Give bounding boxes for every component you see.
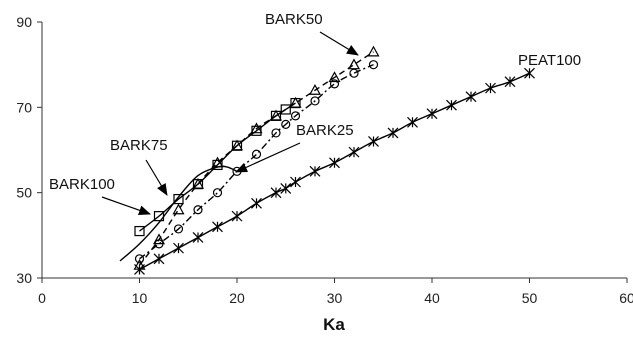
data-point-bark25 — [349, 68, 359, 78]
x-tick-label: 10 — [132, 290, 148, 306]
data-point-peat100 — [270, 187, 282, 199]
series-line-bark25 — [139, 64, 374, 260]
series-bark75 — [119, 165, 238, 262]
annotation-layer: BARK50 PEAT100 BARK25 BARK75 BARK100 — [49, 11, 581, 216]
y-tick-label: 50 — [16, 185, 32, 201]
data-point-bark25 — [329, 79, 340, 89]
series-label-bark75: BARK75 — [110, 137, 168, 154]
series-label-bark25: BARK25 — [296, 122, 354, 139]
data-point-peat100 — [212, 221, 223, 233]
data-point-bark100 — [212, 159, 223, 171]
data-point-peat100 — [329, 157, 340, 169]
data-point-bark50 — [308, 84, 322, 95]
x-tick-label: 30 — [327, 290, 343, 306]
data-point-bark25 — [212, 188, 223, 198]
data-point-bark100 — [290, 97, 301, 109]
series-label-peat100: PEAT100 — [518, 52, 581, 69]
data-point-peat100 — [407, 116, 418, 128]
data-point-peat100 — [173, 242, 184, 254]
series-label-bark100: BARK100 — [49, 176, 115, 193]
series-bark100 — [134, 97, 301, 237]
x-tick-label: 20 — [229, 290, 245, 306]
series-line-bark50 — [138, 51, 374, 266]
data-point-bark50 — [347, 58, 361, 70]
x-tick-label: 0 — [38, 290, 46, 306]
y-tick-label: 90 — [16, 14, 32, 30]
data-point-bark50 — [152, 233, 166, 245]
data-point-bark50 — [133, 258, 146, 270]
data-point-peat100 — [368, 136, 379, 147]
annotation-arrow-bark100 — [101, 196, 151, 216]
data-point-bark25 — [251, 149, 262, 159]
annotation-arrow-bark50 — [319, 31, 359, 56]
data-point-bark25 — [368, 60, 379, 70]
data-point-peat100 — [251, 197, 262, 209]
data-point-bark100 — [153, 211, 165, 222]
x-axis-label: Ka — [323, 315, 345, 334]
data-point-bark100 — [280, 104, 291, 115]
x-tick-label: 50 — [522, 290, 538, 306]
data-point-peat100 — [348, 146, 360, 158]
data-point-bark25 — [134, 254, 145, 264]
data-point-bark100 — [251, 125, 262, 136]
data-point-peat100 — [192, 232, 204, 243]
data-point-bark50 — [367, 45, 380, 57]
data-point-peat100 — [465, 91, 477, 103]
data-point-peat100 — [504, 76, 516, 88]
data-point-bark25 — [271, 128, 281, 138]
data-point-peat100 — [153, 253, 165, 265]
data-point-bark100 — [270, 110, 282, 121]
series-layer — [119, 45, 535, 275]
data-point-bark25 — [310, 96, 320, 106]
series-line-peat100 — [139, 72, 530, 271]
data-point-peat100 — [485, 82, 496, 94]
data-point-peat100 — [387, 127, 399, 139]
data-point-bark50 — [328, 71, 341, 83]
data-point-bark25 — [173, 224, 184, 234]
data-point-peat100 — [426, 108, 438, 120]
data-point-bark100 — [134, 225, 145, 237]
data-point-bark25 — [281, 119, 291, 130]
axes — [37, 21, 628, 283]
data-point-bark100 — [173, 193, 184, 205]
x-tick-label: 40 — [424, 290, 440, 306]
series-label-bark50: BARK50 — [265, 11, 323, 28]
data-point-bark100 — [192, 179, 204, 190]
tick-labels: 0 10 20 30 40 50 60 30 50 70 90 — [16, 14, 633, 306]
series-line-bark75 — [119, 165, 238, 262]
series-peat100 — [134, 67, 535, 275]
data-point-bark50 — [172, 203, 185, 215]
series-bark25 — [134, 60, 379, 264]
data-point-peat100 — [280, 182, 292, 194]
data-point-peat100 — [309, 165, 321, 177]
data-point-peat100 — [231, 210, 243, 222]
data-point-peat100 — [290, 176, 301, 188]
data-point-bark25 — [193, 205, 203, 215]
y-tick-label: 30 — [16, 270, 32, 286]
annotation-arrow-bark75 — [145, 159, 168, 196]
data-point-bark100 — [231, 140, 243, 151]
data-point-bark25 — [290, 111, 301, 121]
y-tick-label: 70 — [16, 99, 32, 115]
data-point-peat100 — [524, 67, 535, 79]
data-point-peat100 — [446, 99, 457, 111]
annotation-arrow-bark25 — [235, 142, 301, 173]
x-tick-label: 60 — [619, 290, 633, 306]
